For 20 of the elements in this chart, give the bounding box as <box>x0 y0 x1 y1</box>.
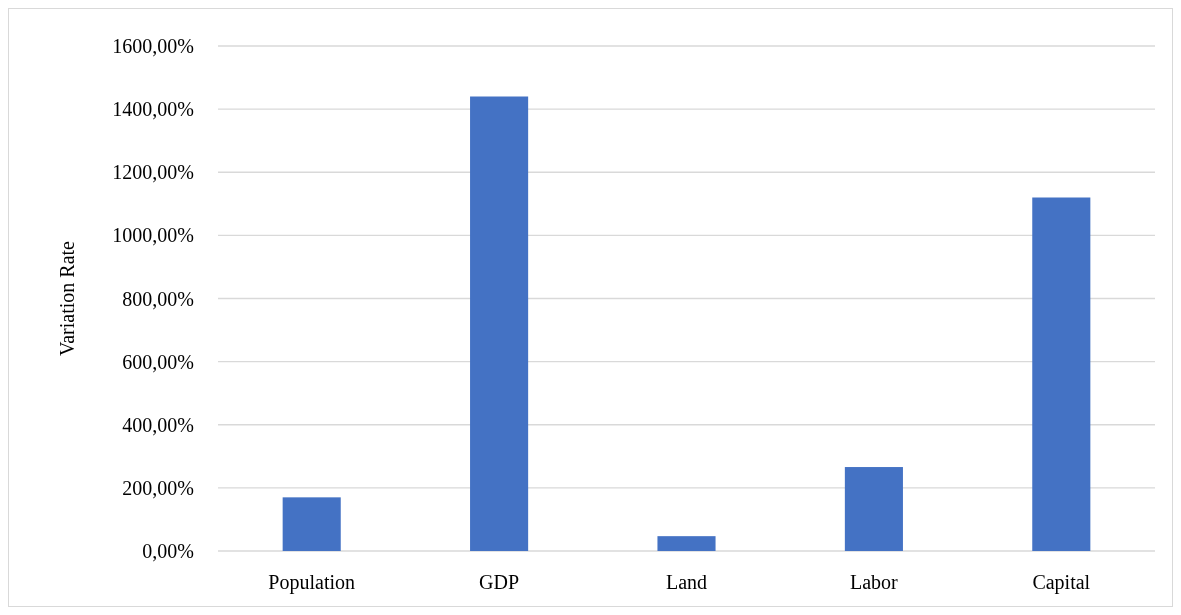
y-tick-label: 200,00% <box>122 476 194 499</box>
y-tick-label: 1600,00% <box>112 35 194 57</box>
x-tick-label: Land <box>665 571 708 593</box>
x-tick-label: GDP <box>479 571 520 593</box>
x-tick-label: Population <box>268 571 356 594</box>
bar <box>1032 197 1091 551</box>
y-tick-label: 600,00% <box>122 350 194 373</box>
x-tick-label: Labor <box>850 571 899 593</box>
bar <box>470 96 529 551</box>
y-tick-label: 1400,00% <box>112 98 194 121</box>
bar <box>844 467 903 551</box>
y-tick-label: 400,00% <box>122 413 194 436</box>
y-tick-label: 1200,00% <box>112 161 194 184</box>
y-axis-title: Variation Rate <box>56 240 78 356</box>
y-tick-label: 800,00% <box>122 287 194 310</box>
y-tick-label: 0,00% <box>142 540 194 562</box>
bar <box>282 497 341 551</box>
y-tick-label: 1000,00% <box>112 224 194 247</box>
bar <box>657 536 716 551</box>
x-tick-label: Capital <box>1032 571 1091 594</box>
